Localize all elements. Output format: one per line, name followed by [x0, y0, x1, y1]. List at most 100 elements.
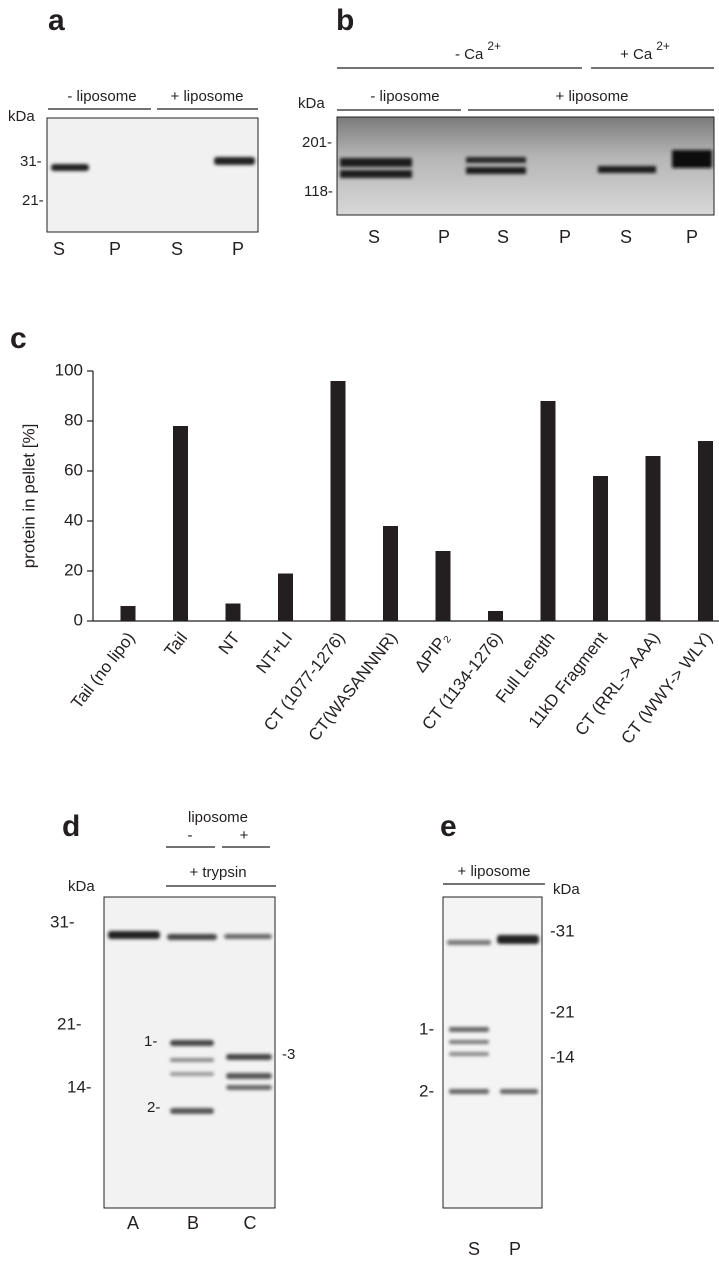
x-tick-label: NT [215, 629, 244, 659]
unit-label: kDa [8, 108, 35, 125]
bar [593, 476, 608, 621]
gel-band [108, 931, 160, 939]
lane-label: P [109, 239, 121, 259]
band-label: 1- [144, 1033, 157, 1050]
bar [488, 611, 503, 621]
condition-label: + liposome [458, 863, 531, 880]
lane-label: P [438, 227, 450, 247]
group-label: - liposome [67, 88, 136, 105]
lane-label: P [559, 227, 571, 247]
lane-label: A [127, 1213, 139, 1233]
gel-band [500, 1089, 538, 1094]
marker-label: -14 [550, 1047, 575, 1066]
panel-letter: a [48, 4, 65, 37]
superscript: 2+ [656, 39, 670, 53]
bar [540, 401, 556, 621]
unit-label: kDa [68, 878, 95, 895]
x-tick-label: NT+LI [252, 629, 296, 678]
gel [103, 896, 276, 1209]
gel-band [449, 1040, 489, 1044]
bar [120, 606, 136, 621]
condition-sign: - [188, 827, 193, 844]
y-tick-label: 100 [55, 360, 83, 379]
gel-band [497, 935, 539, 944]
marker-label: 21- [57, 1014, 82, 1033]
marker-label: 201- [302, 134, 332, 151]
gel-band [466, 157, 526, 163]
x-tick-label: Tail (no lipo) [67, 629, 138, 713]
condition-text: + Ca [620, 46, 653, 63]
treatment-label: + trypsin [189, 864, 246, 881]
lane-label: S [620, 227, 632, 247]
lane-label: S [53, 239, 65, 259]
marker-label: 14- [67, 1077, 92, 1096]
group-label: + liposome [171, 88, 244, 105]
y-tick-label: 80 [64, 410, 83, 429]
gel-band [170, 1108, 214, 1114]
gel-band [449, 1027, 489, 1032]
band-label: 2- [419, 1081, 434, 1100]
y-tick-label: 0 [74, 610, 83, 629]
gel-band [167, 934, 217, 940]
bar [278, 573, 293, 621]
gel-band [51, 164, 89, 171]
gel-band [226, 1073, 272, 1079]
condition-label: + Ca 2+ [620, 39, 670, 63]
lane-label: P [509, 1239, 521, 1259]
marker-label: 31- [50, 912, 75, 931]
gel-band [449, 1052, 489, 1056]
condition-text: - Ca [455, 46, 484, 63]
gel-band [447, 940, 491, 945]
marker-label: -31 [550, 921, 575, 940]
gel-band [466, 167, 526, 174]
group-label: - liposome [370, 88, 439, 105]
y-tick-label: 40 [64, 510, 83, 529]
bar [383, 526, 398, 621]
bar [225, 603, 241, 621]
gel-band [340, 170, 412, 178]
condition-label: - Ca 2+ [455, 39, 501, 63]
condition-label: liposome [188, 809, 248, 826]
lane-label: S [171, 239, 183, 259]
lane-label: S [497, 227, 509, 247]
band-label: -3 [282, 1046, 295, 1063]
gel-band [226, 1054, 272, 1060]
superscript: 2+ [487, 39, 501, 53]
bar [330, 381, 346, 621]
unit-label: kDa [298, 95, 325, 112]
lane-label: S [368, 227, 380, 247]
marker-label: 31- [20, 153, 42, 170]
y-tick-label: 20 [64, 560, 83, 579]
marker-label: -21 [550, 1002, 575, 1021]
y-axis-title: protein in pellet [%] [19, 424, 38, 569]
x-tick-label: CT (WWY-> WLY) [617, 629, 716, 748]
gel-band [170, 1072, 214, 1076]
condition-sign: + [240, 827, 249, 844]
y-tick-label: 60 [64, 460, 83, 479]
gel-band [672, 150, 712, 168]
panel-letter: c [10, 322, 27, 355]
lane-label: C [244, 1213, 257, 1233]
group-label: + liposome [556, 88, 629, 105]
panel-letter: e [440, 810, 457, 843]
lane-label: P [232, 239, 244, 259]
gel-band [170, 1040, 214, 1046]
bar [645, 456, 661, 621]
lane-label: B [187, 1213, 199, 1233]
bar-chart: 0 20 40 60 80 100 Tail (no lipo) Tail NT NT+LI CT … [55, 360, 719, 748]
lane-label: P [686, 227, 698, 247]
gel-band [214, 157, 255, 165]
panel-letter: b [336, 4, 354, 37]
x-tick-label: Tail [161, 629, 192, 661]
band-label: 2- [147, 1099, 160, 1116]
gel-band [224, 934, 272, 939]
marker-label: 21- [22, 192, 44, 209]
unit-label: kDa [553, 881, 580, 898]
gel-band [340, 158, 412, 167]
lane-label: S [468, 1239, 480, 1259]
gel-band [598, 166, 656, 173]
band-label: 1- [419, 1019, 434, 1038]
